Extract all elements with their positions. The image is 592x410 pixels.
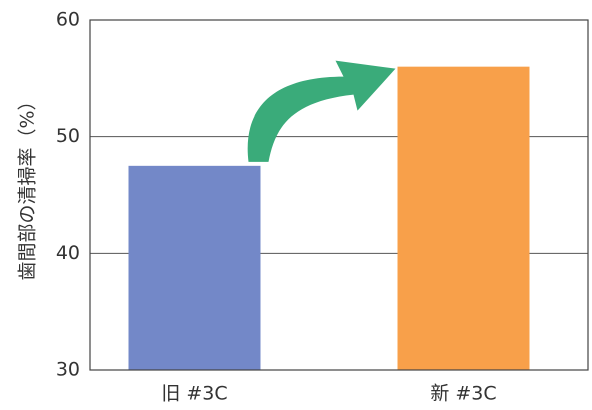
plot-frame: [89, 19, 589, 371]
y-tick-label: 50: [56, 125, 80, 147]
y-tick-label: 60: [56, 9, 80, 31]
bars: [128, 66, 530, 371]
plot-border: [89, 19, 589, 371]
y-axis-ticks: 30 40 50 60: [56, 9, 80, 381]
x-tick-label: 旧 #3C: [161, 383, 227, 405]
x-axis-ticks: 旧 #3C 新 #3C: [161, 383, 496, 405]
bar: [397, 66, 530, 371]
y-tick-label: 40: [56, 242, 80, 264]
x-tick-label: 新 #3C: [430, 383, 496, 405]
y-tick-label: 30: [56, 359, 80, 381]
y-axis-label: 歯間部の清掃率（%）: [17, 91, 39, 280]
improvement-arrow: [247, 60, 396, 162]
bar: [128, 165, 261, 370]
improvement-arrow-shape: [247, 60, 396, 162]
